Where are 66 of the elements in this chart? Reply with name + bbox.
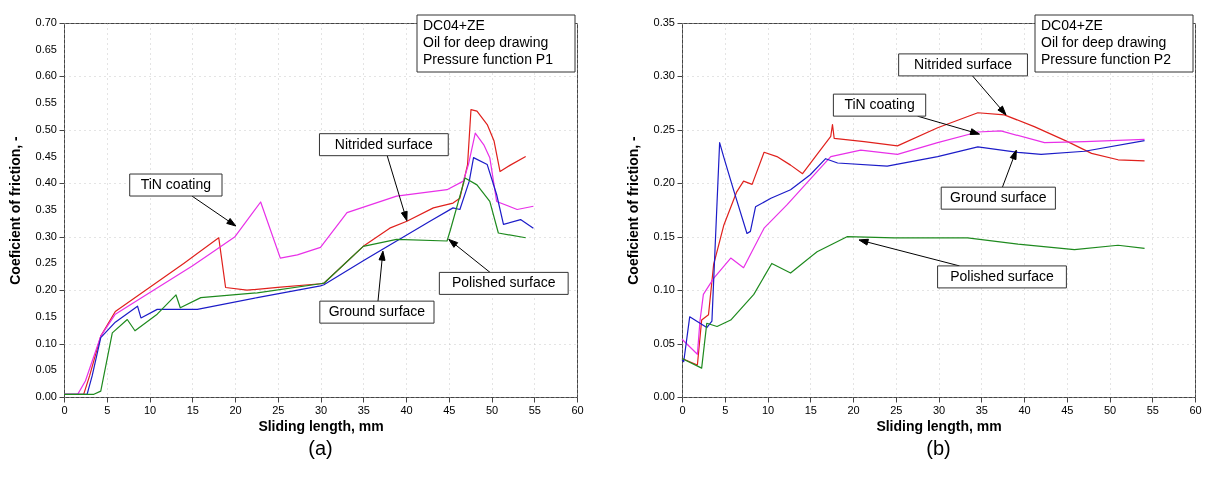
annotation: TiN coating [844,96,915,113]
y-tick-label: 0.30 [653,69,675,82]
y-tick-label: 0.25 [35,256,57,269]
y-tick-label: 0.55 [35,96,57,109]
x-tick-label: 60 [571,403,584,416]
annotation: Ground surface [950,189,1047,206]
x-tick-label: 25 [272,403,285,416]
y-tick-label: 0.15 [35,309,57,322]
x-tick-label: 50 [1103,403,1117,416]
y-tick-label: 0.10 [35,336,57,349]
annotation: DC04+ZE Oil for deep drawing Pressure function P1 [423,17,554,67]
annotation: Polished surface [950,267,1054,284]
y-tick-label: 0.65 [35,42,57,55]
x-tick-label: 30 [314,403,328,416]
y-tick-label: 0.20 [35,283,57,296]
x-tick-label: 55 [528,403,541,416]
y-tick-label: 0.10 [653,283,675,296]
x-tick-label: 40 [400,403,413,416]
x-tick-label: 45 [1061,403,1074,416]
x-tick-label: 20 [847,403,860,416]
y-tick-label: 0.05 [653,336,675,349]
x-tick-label: 25 [890,403,903,416]
x-tick-label: 30 [932,403,946,416]
annotation: Nitrided surface [914,55,1013,72]
x-tick-label: 20 [229,403,242,416]
text: (a) [308,437,333,459]
y-tick-label: 0.00 [653,390,675,402]
y-tick-label: 0.05 [35,363,57,376]
y-tick-label: 0.25 [653,122,675,135]
y-tick-label: 0.15 [653,229,675,242]
annotation: TiN coating [140,176,211,193]
x-tick-label: 40 [1018,403,1031,416]
line-series [681,236,1146,369]
x-tick-label: 10 [143,403,157,416]
y-tick-label: 0.40 [35,176,57,189]
x-tick-label: 15 [186,403,199,416]
annotation: Nitrided surface [334,135,434,152]
annotation: Ground surface [328,303,426,320]
y-axis-title: Coeficient of friction, - [625,135,641,285]
y-tick-label: 0.35 [653,16,675,28]
x-tick-label: 0 [61,403,68,416]
y-tick-label: 0.20 [653,176,675,189]
y-tick-label: 0.50 [35,122,57,135]
x-tick-label: 55 [1146,403,1159,416]
x-tick-label: 45 [443,403,456,416]
x-tick-label: 5 [722,403,729,416]
annotation: DC04+ZE Oil for deep drawing Pressure function P2 [1041,17,1172,67]
x-tick-label: 10 [761,403,775,416]
x-tick-label: 15 [804,403,817,416]
text: (b) [926,437,951,459]
x-tick-label: 5 [104,403,111,416]
x-tick-label: 35 [357,403,370,416]
y-axis-title: Coeficient of friction, - [7,135,23,285]
y-tick-label: 0.70 [35,16,57,28]
x-tick-label: 50 [485,403,499,416]
y-tick-label: 0.00 [35,390,57,402]
y-tick-label: 0.35 [35,203,57,215]
x-axis-title: Sliding length, mm [876,417,1002,434]
x-tick-label: 60 [1189,403,1202,416]
x-tick-label: 0 [679,403,686,416]
x-axis-title: Sliding length, mm [258,417,384,434]
y-tick-label: 0.45 [35,149,57,162]
y-tick-label: 0.60 [35,69,57,82]
y-tick-label: 0.30 [35,229,57,242]
annotation: Polished surface [451,274,556,291]
x-tick-label: 35 [975,403,988,416]
